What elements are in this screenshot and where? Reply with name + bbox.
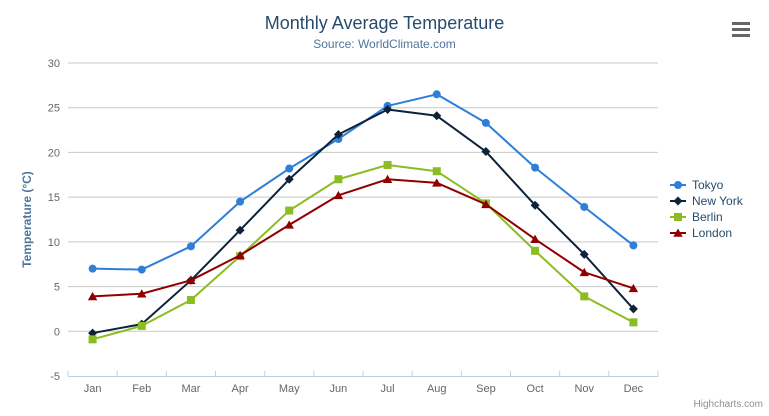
data-point-tokyo[interactable]: [432, 90, 441, 99]
data-point-berlin[interactable]: [629, 318, 638, 327]
x-axis-label: Sep: [476, 383, 496, 395]
data-point-tokyo[interactable]: [186, 242, 195, 251]
data-point-berlin[interactable]: [580, 292, 589, 301]
data-point-new-york[interactable]: [235, 225, 245, 235]
data-point-berlin[interactable]: [383, 160, 392, 169]
series-line-new-york: [92, 108, 635, 335]
legend-item-berlin[interactable]: Berlin: [670, 210, 723, 224]
legend-label-berlin: Berlin: [692, 210, 723, 224]
y-axis-label: 0: [54, 326, 60, 338]
x-axis-label: Nov: [574, 383, 594, 395]
series-line-london: [92, 178, 634, 298]
data-point-new-york[interactable]: [481, 147, 491, 157]
series-line-berlin: [92, 163, 634, 341]
x-axis-label: Aug: [427, 383, 447, 395]
data-point-london[interactable]: [628, 283, 639, 293]
data-point-new-york[interactable]: [579, 249, 589, 259]
x-axis-label: Apr: [232, 383, 249, 395]
series-london[interactable]: [87, 174, 639, 301]
chart-title: Monthly Average Temperature: [264, 13, 505, 33]
series-tokyo[interactable]: [88, 90, 638, 274]
y-axis-label: 30: [48, 58, 60, 70]
y-axis-label: 20: [48, 147, 60, 159]
data-point-new-york[interactable]: [333, 130, 343, 140]
data-point-london[interactable]: [87, 291, 98, 301]
data-point-berlin[interactable]: [432, 167, 441, 176]
data-point-berlin[interactable]: [531, 246, 540, 255]
context-menu-button[interactable]: [731, 20, 751, 37]
x-axis-label: Mar: [181, 383, 200, 395]
y-axis-label: -5: [50, 371, 60, 383]
legend-item-london[interactable]: London: [670, 226, 732, 240]
data-point-tokyo[interactable]: [285, 164, 294, 173]
x-axis-label: Dec: [624, 383, 644, 395]
data-point-new-york[interactable]: [432, 111, 442, 121]
data-point-tokyo[interactable]: [580, 202, 589, 211]
data-point-berlin[interactable]: [88, 335, 97, 344]
data-point-london[interactable]: [579, 267, 589, 277]
data-point-new-york[interactable]: [284, 174, 294, 184]
series-line-tokyo: [92, 93, 635, 271]
x-axis-label: Jul: [381, 383, 395, 395]
data-point-london[interactable]: [137, 289, 147, 298]
legend-label-new-york: New York: [692, 194, 744, 208]
series-new-york[interactable]: [88, 105, 638, 338]
data-point-tokyo[interactable]: [137, 265, 146, 274]
legend-marker-berlin[interactable]: [674, 213, 682, 221]
data-point-new-york[interactable]: [88, 328, 98, 338]
data-point-london[interactable]: [382, 174, 393, 184]
data-point-new-york[interactable]: [383, 105, 393, 115]
legend-marker-london[interactable]: [673, 228, 683, 237]
credits-link[interactable]: Highcharts.com: [693, 399, 763, 410]
data-point-tokyo[interactable]: [236, 197, 245, 206]
y-axis-label: 10: [48, 237, 60, 249]
data-point-tokyo[interactable]: [531, 163, 540, 172]
data-point-london[interactable]: [186, 275, 196, 285]
legend-marker-new-york[interactable]: [673, 196, 683, 206]
x-axis-label: Oct: [527, 383, 544, 395]
data-point-london[interactable]: [481, 199, 491, 209]
data-point-london[interactable]: [284, 220, 294, 229]
legend-item-tokyo[interactable]: Tokyo: [670, 178, 724, 192]
data-point-tokyo[interactable]: [481, 118, 490, 127]
x-axis-label: Jun: [330, 383, 348, 395]
y-axis-title: Temperature (°C): [20, 171, 34, 268]
legend-marker-tokyo[interactable]: [674, 181, 682, 189]
legend-item-new-york[interactable]: New York: [670, 194, 744, 208]
y-axis-label: 15: [48, 192, 60, 204]
data-point-new-york[interactable]: [530, 200, 540, 210]
hamburger-icon: [732, 22, 751, 37]
data-point-berlin[interactable]: [186, 295, 195, 304]
data-point-berlin[interactable]: [334, 175, 343, 184]
data-point-london[interactable]: [432, 178, 442, 187]
y-axis-label: 5: [54, 282, 60, 294]
data-point-new-york[interactable]: [628, 304, 638, 314]
data-point-tokyo[interactable]: [88, 264, 97, 273]
x-axis-label: May: [279, 383, 300, 395]
data-point-berlin[interactable]: [137, 321, 146, 330]
legend-label-london: London: [692, 226, 732, 240]
data-point-tokyo[interactable]: [629, 241, 638, 250]
data-point-berlin[interactable]: [285, 206, 294, 215]
data-point-london[interactable]: [530, 234, 540, 243]
data-point-london[interactable]: [235, 250, 245, 260]
x-axis-label: Jan: [84, 383, 102, 395]
legend-label-tokyo: Tokyo: [692, 178, 724, 192]
x-axis-label: Feb: [132, 383, 151, 395]
y-axis-label: 25: [48, 103, 60, 115]
chart-subtitle: Source: WorldClimate.com: [313, 37, 456, 51]
data-point-london[interactable]: [333, 190, 344, 200]
